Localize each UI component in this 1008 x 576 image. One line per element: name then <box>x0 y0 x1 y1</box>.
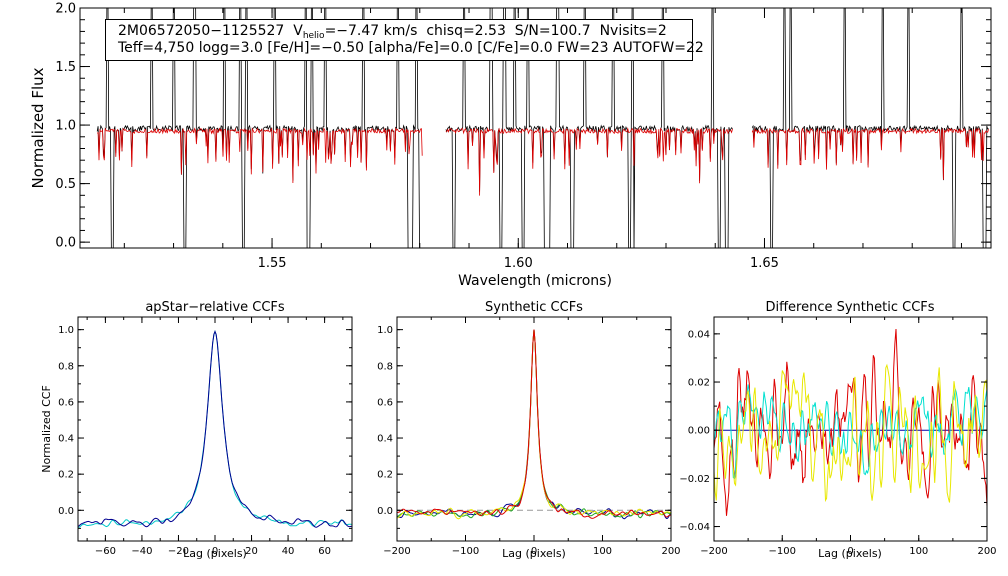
y-tick-label: 0.04 <box>688 329 710 340</box>
y-tick-label: 0.4 <box>58 434 74 445</box>
apstar-ccf-ylabel: Normalized CCF <box>40 385 53 473</box>
x-tick-label: 60 <box>318 546 331 557</box>
apstar-ccf-panel: apStar−relative CCFs −60 −40 −20 0 20 40 60 0.0… <box>40 300 353 560</box>
vhelio-value: =−7.47 km/s <box>324 23 418 39</box>
x-tick-label: 200 <box>661 546 680 557</box>
apstar-ccf-ticks: −60 −40 −20 0 20 40 60 0.0 0.2 0.4 0.6 0.8 1.0 <box>58 317 352 557</box>
synthetic-ccf-title: Synthetic CCFs <box>485 300 583 315</box>
info-line-2: Teff=4,750 logg=3.0 [Fe/H]=−0.50 [alpha/… <box>118 40 704 56</box>
y-tick-label: 0.00 <box>688 426 710 437</box>
model-spectrum-segment <box>97 127 423 184</box>
difference-ccf-xlabel: Lag (pixels) <box>818 547 882 560</box>
ccf-series-line <box>713 328 988 516</box>
info-line-1: 2M06572050−1125527 Vhelio=−7.47 km/s chi… <box>118 23 692 41</box>
synthetic-ccf-ticks: −200 −100 0 100 200 0.0 0.2 0.4 0.6 0.8 1.0 <box>377 317 681 557</box>
y-tick-label: 0.2 <box>377 470 393 481</box>
x-tick-label: 40 <box>282 546 295 557</box>
x-tick-label: −200 <box>700 546 727 557</box>
x-tick-label: 1.60 <box>504 256 533 271</box>
star-info-box: 2M06572050−1125527 Vhelio=−7.47 km/s chi… <box>105 19 704 61</box>
x-tick-label: 200 <box>977 546 996 557</box>
chisq: chisq=2.53 <box>426 23 506 39</box>
y-tick-label: −0.02 <box>679 474 710 485</box>
model-spectrum-segment <box>445 127 733 196</box>
nvisits: Nvisits=2 <box>599 23 667 39</box>
y-tick-label: 0.0 <box>55 236 76 251</box>
y-tick-label: 0.02 <box>688 378 710 389</box>
difference-ccf-plot-area <box>713 328 988 516</box>
y-tick-label: 0.0 <box>58 506 74 517</box>
apstar-ccf-xlabel: Lag (pixels) <box>183 547 247 560</box>
x-tick-label: −40 <box>131 546 152 557</box>
spectrum-plot-area <box>96 8 989 248</box>
x-tick-label: 100 <box>909 546 928 557</box>
spectrum-frame <box>79 7 992 249</box>
x-tick-label: 1.65 <box>750 256 779 271</box>
y-tick-label: 1.0 <box>58 325 74 336</box>
y-tick-label: 0.6 <box>58 397 74 408</box>
y-tick-label: 1.5 <box>55 60 76 75</box>
x-tick-label: −100 <box>452 546 479 557</box>
synthetic-ccf-xlabel: Lag (pixels) <box>502 547 566 560</box>
y-tick-label: 0.6 <box>377 397 393 408</box>
observed-spectrum-segment <box>96 8 420 248</box>
difference-ccf-title: Difference Synthetic CCFs <box>765 300 934 315</box>
spectrum-ylabel: Normalized Flux <box>29 67 47 188</box>
y-tick-label: −0.04 <box>679 522 710 533</box>
observed-spectrum-segment <box>751 8 989 248</box>
y-tick-label: 0.8 <box>377 361 393 372</box>
synthetic-ccf-panel: Synthetic CCFs −200 −100 0 100 200 0.0 0.2 0.4 0… <box>377 300 680 560</box>
x-tick-label: −100 <box>769 546 796 557</box>
y-tick-label: 0.8 <box>58 361 74 372</box>
ccf-series-line <box>77 330 353 528</box>
difference-ccf-ticks: −200 −100 0 100 200 −0.04 −0.02 0.00 0.02 0.04 <box>679 317 997 557</box>
x-tick-label: 0 <box>212 546 218 557</box>
vhelio-label: Vhelio <box>293 23 325 41</box>
x-tick-label: 20 <box>245 546 258 557</box>
synthetic-ccf-plot-area <box>396 329 672 520</box>
ccf-series-line <box>396 329 672 519</box>
spectrum-xlabel: Wavelength (microns) <box>458 273 612 289</box>
y-tick-label: 2.0 <box>55 2 76 17</box>
ccf-series-line <box>713 363 988 503</box>
difference-ccf-panel: Difference Synthetic CCFs −200 −100 0 100 20… <box>679 300 996 560</box>
x-tick-label: 0 <box>531 546 537 557</box>
x-tick-label: 1.55 <box>258 256 287 271</box>
snr: S/N=100.7 <box>514 23 591 39</box>
y-tick-label: 0.5 <box>55 177 76 192</box>
x-tick-label: −200 <box>383 546 410 557</box>
spectrum-ticks: 1.55 1.60 1.65 0.0 0.5 1.0 1.5 2.0 <box>55 2 991 271</box>
y-tick-label: 0.4 <box>377 434 393 445</box>
y-tick-label: 1.0 <box>55 119 76 134</box>
y-tick-label: 1.0 <box>377 325 393 336</box>
x-tick-label: 0 <box>847 546 853 557</box>
model-spectrum-segment <box>751 127 989 180</box>
y-tick-label: 0.2 <box>58 470 74 481</box>
x-tick-label: −60 <box>95 546 116 557</box>
x-tick-label: 100 <box>593 546 612 557</box>
apstar-ccf-plot-area <box>77 330 353 528</box>
apstar-ccf-title: apStar−relative CCFs <box>145 300 285 315</box>
y-tick-label: 0.0 <box>377 506 393 517</box>
x-tick-label: −20 <box>168 546 189 557</box>
spectrum-panel: 1.55 1.60 1.65 0.0 0.5 1.0 1.5 2.0 Wavelength (… <box>29 2 992 289</box>
star-id: 2M06572050−1125527 <box>118 23 285 39</box>
ccf-series-line <box>713 384 988 480</box>
